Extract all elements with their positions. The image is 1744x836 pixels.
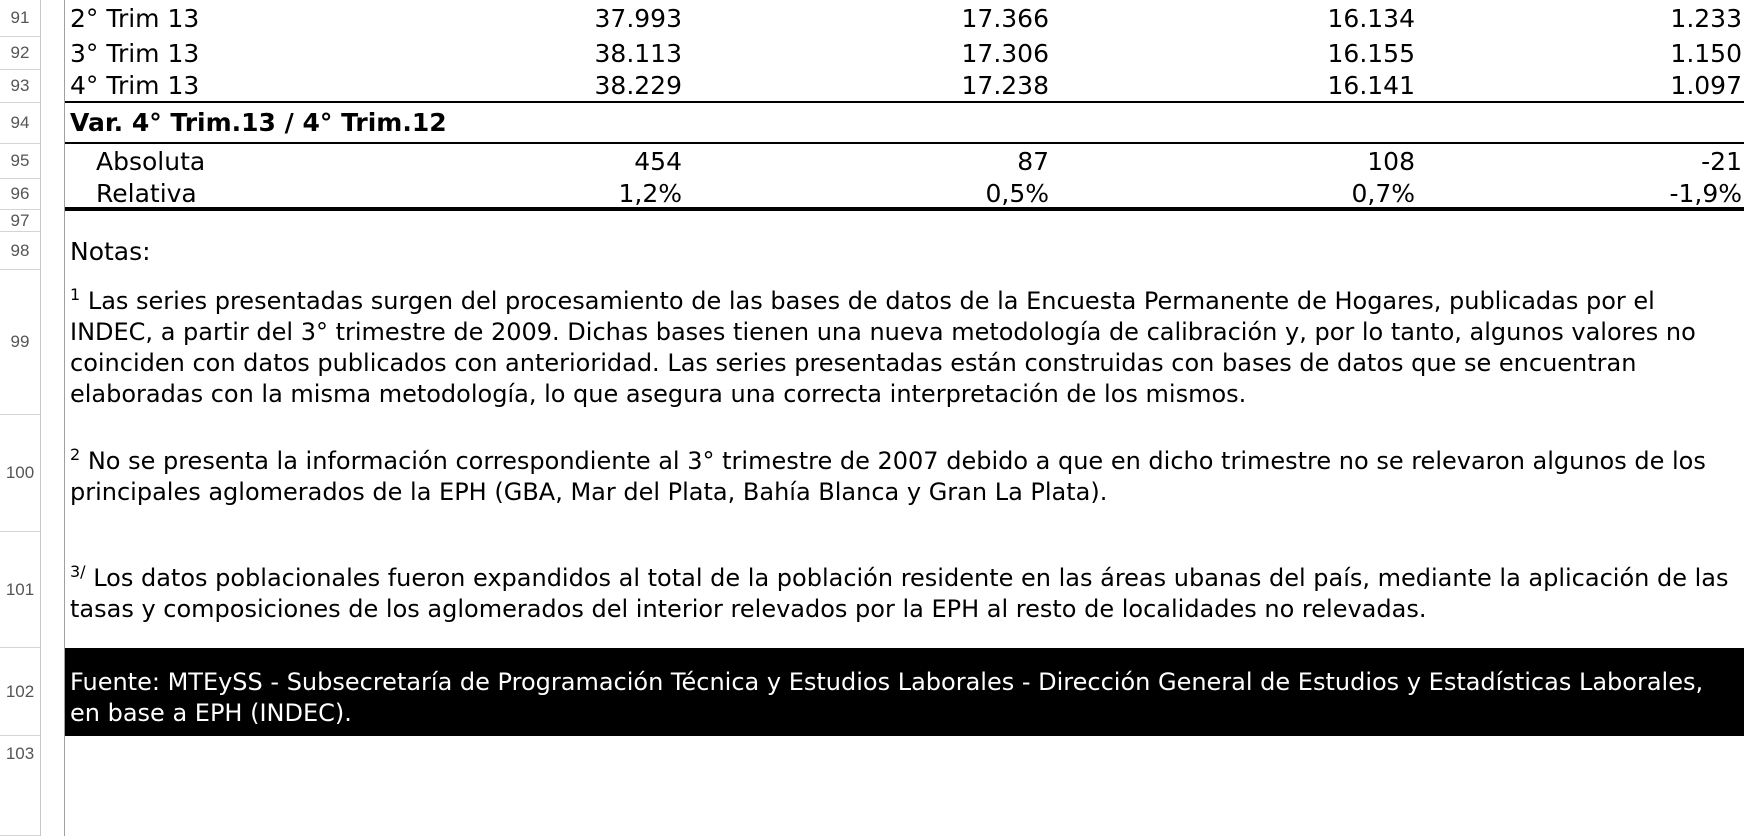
quarter-label: 4° Trim 13 (70, 71, 200, 100)
row-number[interactable]: 98 (0, 232, 40, 270)
quarter-label: 2° Trim 13 (70, 4, 200, 33)
note-3[interactable]: 3/ Los datos poblacionales fueron expand… (70, 563, 1733, 625)
table-row[interactable]: Absoluta 454 87 108 -21 (65, 144, 1744, 179)
value-cell: 16.141 (1327, 71, 1415, 100)
row-number[interactable]: 91 (0, 0, 40, 37)
row-number[interactable]: 94 (0, 103, 40, 144)
row-number[interactable]: 99 (0, 270, 40, 415)
value-cell: 16.134 (1327, 4, 1415, 33)
value-cell: 454 (634, 147, 682, 176)
value-cell: 87 (1017, 147, 1049, 176)
value-cell: 0,7% (1351, 178, 1415, 208)
row-number[interactable]: 97 (0, 210, 40, 232)
value-cell: 1.150 (1670, 39, 1742, 68)
table-row[interactable]: Relativa 1,2% 0,5% 0,7% -1,9% (65, 179, 1744, 211)
source-note[interactable]: Fuente: MTEySS - Subsecretaría de Progra… (65, 648, 1744, 736)
note-2-text: No se presenta la información correspond… (70, 447, 1706, 506)
value-cell: 0,5% (985, 178, 1049, 208)
value-cell: 16.155 (1327, 39, 1415, 68)
value-cell: 1,2% (618, 178, 682, 208)
row-number[interactable]: 102 (0, 648, 40, 736)
row-header-column: 91 92 93 94 95 96 97 98 99 100 101 102 1… (0, 0, 41, 836)
row-number[interactable]: 96 (0, 179, 40, 210)
row-number[interactable]: 92 (0, 37, 40, 70)
note-1[interactable]: 1 Las series presentadas surgen del proc… (70, 286, 1733, 410)
note-2-mark: 2 (70, 445, 81, 464)
value-cell: 17.238 (961, 71, 1049, 100)
row-number[interactable]: 103 (0, 736, 40, 836)
note-2[interactable]: 2 No se presenta la información correspo… (70, 446, 1733, 508)
row-number[interactable]: 95 (0, 144, 40, 179)
value-cell: 1.097 (1670, 71, 1742, 100)
value-cell: 38.113 (594, 39, 682, 68)
note-3-text: Los datos poblacionales fueron expandido… (70, 564, 1729, 623)
value-cell: -21 (1701, 147, 1742, 176)
value-cell: 108 (1367, 147, 1415, 176)
cell-grid: 2° Trim 13 37.993 17.366 16.134 1.233 3°… (64, 0, 1744, 836)
variation-label: Relativa (96, 178, 197, 208)
note-1-mark: 1 (70, 285, 81, 304)
value-cell: -1,9% (1669, 178, 1742, 208)
table-row[interactable]: 4° Trim 13 38.229 17.238 16.141 1.097 (65, 70, 1744, 103)
notes-heading-row[interactable]: Notas: (65, 232, 1744, 270)
table-row[interactable]: 3° Trim 13 38.113 17.306 16.155 1.150 (65, 37, 1744, 70)
row-number[interactable]: 93 (0, 70, 40, 103)
note-3-mark: 3/ (70, 562, 86, 581)
variation-title: Var. 4° Trim.13 / 4° Trim.12 (70, 108, 447, 137)
value-cell: 1.233 (1670, 4, 1742, 33)
table-row[interactable]: 2° Trim 13 37.993 17.366 16.134 1.233 (65, 0, 1744, 37)
value-cell: 17.366 (961, 4, 1049, 33)
value-cell: 38.229 (594, 71, 682, 100)
variation-header-row[interactable]: Var. 4° Trim.13 / 4° Trim.12 (65, 103, 1744, 144)
row-number[interactable]: 101 (0, 532, 40, 648)
value-cell: 37.993 (594, 4, 682, 33)
note-1-text: Las series presentadas surgen del proces… (70, 287, 1696, 408)
row-number[interactable]: 100 (0, 415, 40, 532)
variation-label: Absoluta (96, 147, 206, 176)
value-cell: 17.306 (961, 39, 1049, 68)
notes-heading: Notas: (70, 236, 151, 266)
quarter-label: 3° Trim 13 (70, 39, 200, 68)
